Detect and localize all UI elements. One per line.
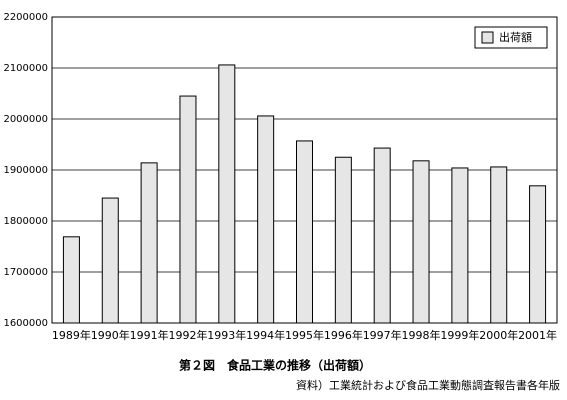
x-tick-label: 1995年 xyxy=(285,328,324,342)
bar xyxy=(140,162,158,324)
y-tick-label: 1800000 xyxy=(3,216,48,227)
x-tick-label: 1992年 xyxy=(168,328,207,342)
y-tick-label: 1600000 xyxy=(3,318,48,329)
x-tick-label: 1999年 xyxy=(440,328,479,342)
bar xyxy=(257,115,275,324)
bar xyxy=(529,185,547,324)
bar xyxy=(451,167,469,324)
x-tick-label: 2000年 xyxy=(479,328,518,342)
bar xyxy=(218,64,236,324)
y-tick-label: 2200000 xyxy=(3,12,48,23)
legend-swatch xyxy=(481,31,494,44)
x-tick-label: 1996年 xyxy=(324,328,363,342)
x-tick-label: 1993年 xyxy=(207,328,246,342)
y-tick-label: 2100000 xyxy=(3,63,48,74)
x-tick-label: 2001年 xyxy=(518,328,557,342)
chart-title: 第２図 食品工業の推移（出荷額） xyxy=(179,358,371,373)
bar xyxy=(179,95,197,324)
x-tick-label: 1991年 xyxy=(130,328,169,342)
y-tick-label: 2000000 xyxy=(3,114,48,125)
bar xyxy=(334,156,352,324)
bar xyxy=(62,236,80,324)
legend-label: 出荷額 xyxy=(499,30,532,44)
bar xyxy=(101,197,119,324)
x-tick-label: 1997年 xyxy=(363,328,402,342)
x-tick-label: 1990年 xyxy=(91,328,130,342)
bar xyxy=(373,147,391,324)
bar xyxy=(412,160,430,324)
y-tick-label: 1900000 xyxy=(3,165,48,176)
x-tick-label: 1998年 xyxy=(402,328,441,342)
x-tick-label: 1994年 xyxy=(246,328,285,342)
x-tick-label: 1989年 xyxy=(52,328,91,342)
y-tick-label: 1700000 xyxy=(3,267,48,278)
bar xyxy=(490,166,508,324)
chart-source: 資料）工業統計および食品工業動態調査報告書各年版 xyxy=(296,378,560,392)
bar xyxy=(296,140,313,324)
